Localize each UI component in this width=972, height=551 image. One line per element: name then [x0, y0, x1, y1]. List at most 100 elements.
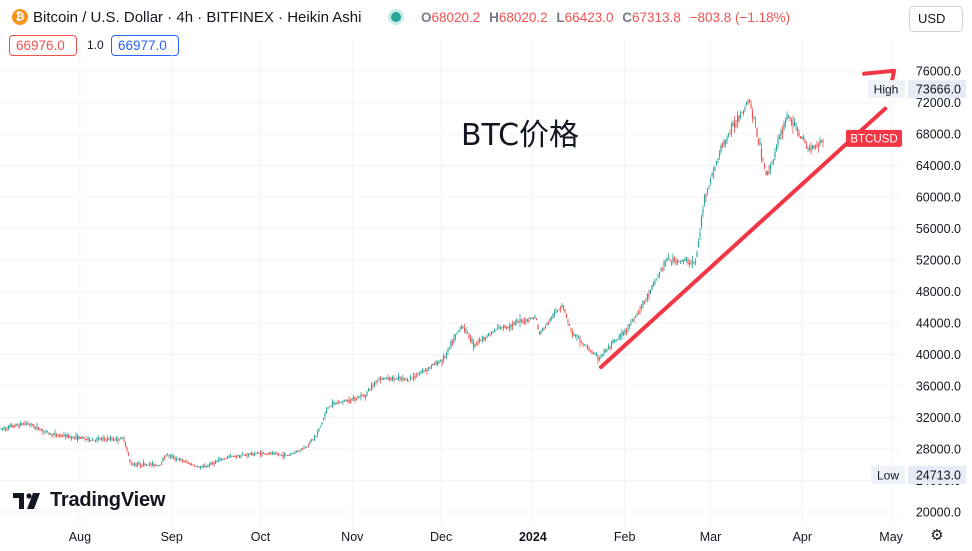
- candle-body: [258, 452, 260, 454]
- candle-body: [496, 328, 499, 330]
- candle-body: [558, 309, 560, 311]
- candle-body: [636, 313, 638, 316]
- candle-body: [699, 232, 701, 236]
- candle-body: [549, 317, 551, 322]
- candle-body: [336, 402, 338, 404]
- x-tick-label: Oct: [251, 530, 271, 544]
- candle-body: [10, 424, 13, 427]
- candle-body: [180, 458, 182, 460]
- candle-body: [315, 435, 317, 437]
- candle-body: [40, 430, 43, 432]
- candle-body: [373, 383, 376, 385]
- candle-body: [712, 172, 715, 175]
- currency-selector[interactable]: USD: [909, 6, 963, 32]
- candle-body: [381, 377, 383, 380]
- candle-body: [540, 331, 542, 334]
- candle-body: [244, 454, 247, 456]
- symbol-title[interactable]: Bitcoin / U.S. Dollar · 4h · BITFINEX · …: [33, 9, 362, 26]
- candle-body: [346, 399, 349, 402]
- candle-body: [387, 377, 389, 380]
- candle-body: [420, 372, 422, 374]
- candle-body: [640, 305, 643, 309]
- candle-body: [577, 336, 580, 338]
- candle-body: [402, 377, 404, 380]
- candle-body: [376, 380, 379, 382]
- candle-body: [162, 458, 164, 462]
- candle-body: [223, 458, 226, 460]
- candle-body: [328, 406, 331, 408]
- candle-body: [304, 447, 307, 449]
- candle-body: [217, 460, 220, 462]
- candle-body: [805, 144, 808, 149]
- candle-body: [678, 260, 680, 262]
- candle-body: [739, 114, 742, 118]
- candle-body: [256, 452, 259, 454]
- candle-body: [598, 358, 601, 360]
- candle-body: [448, 347, 451, 349]
- candle-body: [442, 356, 445, 361]
- candle-body: [777, 139, 779, 145]
- candle-body: [18, 425, 20, 428]
- candle-body: [249, 453, 251, 455]
- candle-body: [514, 322, 517, 324]
- candle-body: [625, 329, 628, 333]
- candle-body: [139, 463, 142, 466]
- candle-body: [651, 285, 653, 290]
- candle-body: [283, 453, 286, 457]
- candle-body: [553, 312, 556, 315]
- candle-body: [700, 217, 703, 227]
- candle-body: [696, 252, 698, 258]
- candle-body: [334, 403, 337, 405]
- candle-body: [537, 324, 539, 330]
- y-tick-label: 76000.0: [916, 64, 961, 78]
- candle-body: [351, 398, 353, 401]
- buy-price-button[interactable]: 66977.0: [111, 35, 179, 56]
- x-tick-label: 2024: [519, 530, 547, 544]
- candle-body: [288, 454, 290, 456]
- candle-body: [706, 189, 709, 193]
- candle-body: [13, 426, 16, 428]
- candle-body: [340, 402, 343, 404]
- ohlc-low-key: L: [556, 10, 565, 25]
- x-tick-label: Dec: [430, 530, 452, 544]
- candle-body: [247, 453, 250, 456]
- candle-body: [666, 258, 668, 262]
- candle-body: [39, 429, 41, 431]
- candle-body: [621, 331, 623, 336]
- candle-body: [235, 456, 238, 458]
- sell-price-button[interactable]: 66976.0: [9, 35, 77, 56]
- x-tick-label: Sep: [161, 530, 183, 544]
- candle-body: [99, 438, 101, 440]
- candle-body: [19, 422, 22, 426]
- candle-body: [456, 332, 458, 335]
- candle-body: [12, 425, 14, 428]
- candle-body: [441, 360, 443, 363]
- candle-body: [472, 341, 475, 347]
- high-label-bg: [868, 80, 905, 99]
- candle-body: [171, 455, 173, 457]
- candle-body: [648, 293, 650, 296]
- candle-body: [564, 309, 566, 313]
- candle-body: [654, 281, 656, 283]
- candle-body: [6, 428, 8, 430]
- candle-body: [780, 131, 782, 136]
- candle-body: [123, 438, 125, 441]
- candle-body: [529, 317, 532, 320]
- candle-body: [690, 262, 692, 264]
- candle-body: [523, 321, 526, 323]
- candle-body: [808, 148, 811, 150]
- candle-body: [111, 438, 113, 440]
- x-tick-label: Aug: [69, 530, 91, 544]
- candle-body: [567, 319, 569, 322]
- candle-body: [414, 376, 416, 378]
- candle-body: [562, 305, 565, 309]
- y-tick-label: 40000.0: [916, 348, 961, 362]
- candle-body: [789, 116, 791, 119]
- candle-body: [499, 327, 502, 329]
- candle-body: [763, 164, 766, 169]
- candle-body: [684, 258, 686, 262]
- chart-settings-icon[interactable]: ⚙: [930, 527, 944, 544]
- candle-body: [609, 346, 611, 348]
- candle-body: [96, 438, 98, 441]
